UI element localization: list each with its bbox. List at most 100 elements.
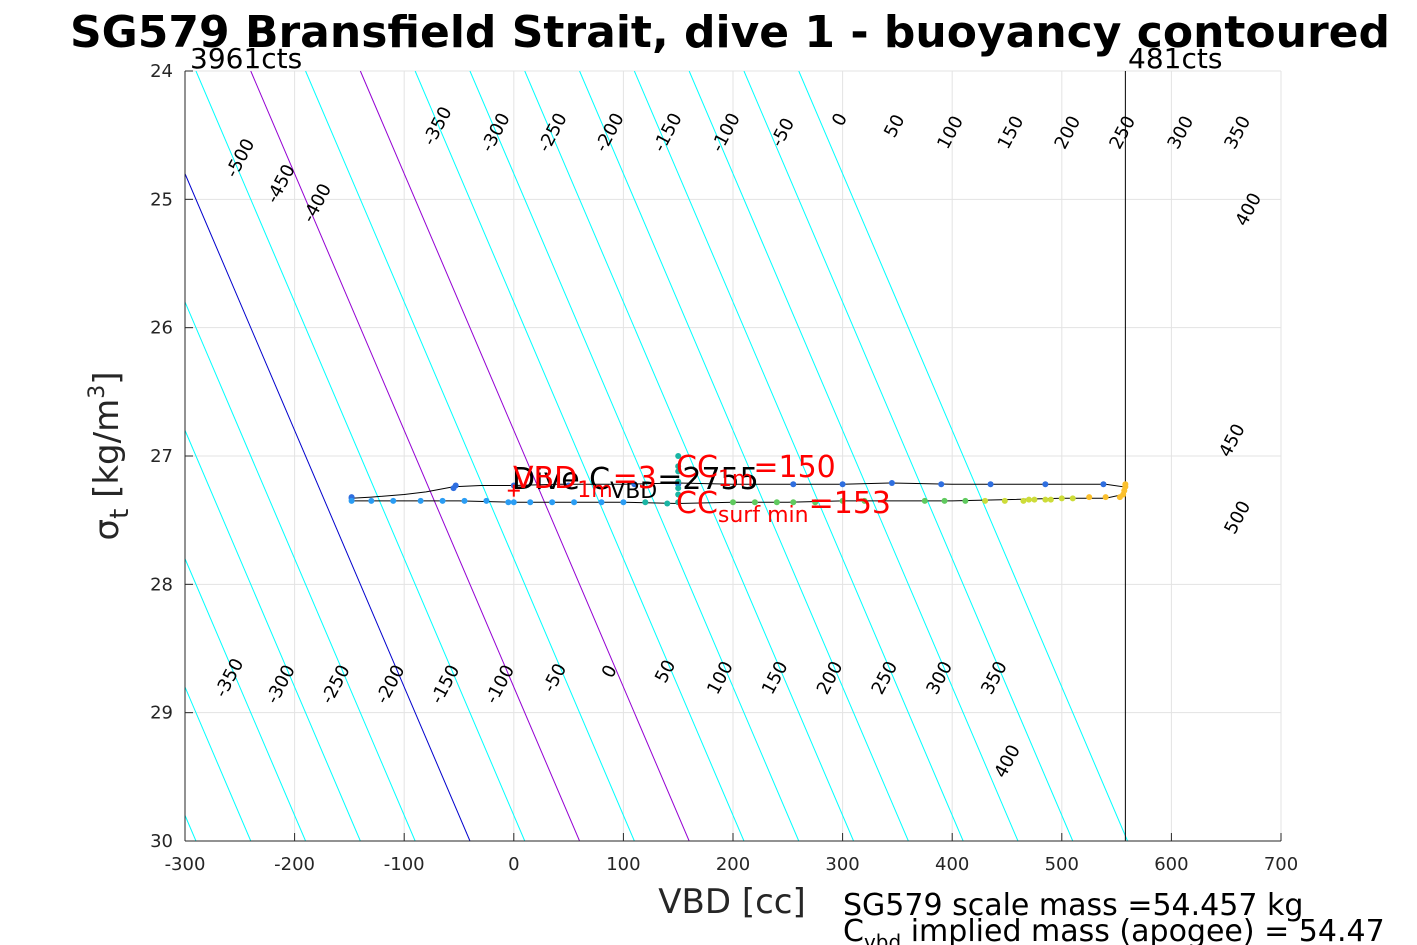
vbd-label: VBD	[513, 461, 577, 496]
down-point	[1102, 494, 1109, 501]
contour-line	[359, 71, 690, 841]
contour-line	[688, 71, 1019, 841]
svg-text:CCsurf min=153: CCsurf min=153	[676, 486, 891, 528]
y-tick-label: 26	[150, 318, 173, 339]
down-point	[861, 497, 868, 504]
down-point	[598, 499, 605, 506]
down-point	[368, 497, 375, 504]
cc-surf-annotation: CCsurf min=153	[676, 486, 891, 528]
dive-label: Dive C	[512, 462, 610, 497]
x-axis-label: VBD [cc]	[658, 882, 806, 922]
down-point	[1086, 494, 1093, 501]
down-point	[675, 485, 682, 492]
down-point	[790, 499, 797, 506]
implied-mass-rest: implied mass (apogee) = 54.47	[901, 914, 1385, 945]
y-tick-label: 29	[150, 703, 173, 724]
down-point	[348, 497, 355, 504]
implied-mass-sub: vbd	[864, 930, 901, 945]
y-axis-label-symbol: σ	[87, 519, 127, 541]
down-point	[675, 453, 682, 459]
cc-surf-value: =153	[809, 486, 891, 521]
contour-line	[250, 71, 581, 841]
contour-line	[0, 71, 32, 841]
y-axis-label-sup: 3	[85, 385, 110, 399]
cc-surf-label: CC	[676, 486, 718, 521]
grid-lines	[184, 70, 1282, 842]
down-point	[483, 497, 490, 504]
x-tick-label: 300	[825, 854, 859, 875]
up-point	[987, 481, 994, 488]
down-point	[812, 499, 819, 506]
cc-1m-annotation: CC1m=150	[676, 450, 836, 492]
down-point	[1042, 496, 1049, 503]
cc-value: =150	[753, 450, 835, 485]
down-point	[1122, 481, 1129, 488]
up-point	[452, 482, 459, 489]
contour-line	[195, 71, 526, 841]
cc-surf-sub: surf min	[718, 503, 809, 528]
down-point	[1020, 497, 1027, 504]
svg-text:VBD1m=3: VBD1m=3	[513, 461, 657, 503]
svg-text:σt [kg/m3]: σt [kg/m3]	[85, 372, 135, 541]
contour-line	[633, 71, 964, 841]
x-tick-label: 200	[716, 854, 750, 875]
up-point	[631, 481, 638, 488]
contour-line	[0, 71, 86, 841]
y-axis-label: σt [kg/m3]	[85, 372, 135, 541]
down-point	[642, 499, 649, 506]
y-axis-label-close: ]	[87, 372, 127, 385]
down-point	[1047, 496, 1054, 503]
down-point	[461, 497, 468, 504]
down-point	[941, 497, 948, 504]
x-tick-label: 0	[508, 854, 519, 875]
y-tick-label: 27	[150, 446, 173, 467]
x-tick-label: 100	[606, 854, 640, 875]
down-point	[675, 468, 682, 475]
axis-ticks: -300 -200 -100 0 100 200 300 400 500 600 700 24 25 26…	[150, 61, 1298, 875]
contour-line	[524, 71, 855, 841]
contour-line	[798, 71, 1129, 841]
buoyancy-contours	[0, 71, 1129, 841]
down-point	[1069, 495, 1076, 502]
cc-sub: 1m	[718, 467, 753, 492]
contour-line	[185, 172, 471, 841]
up-point	[839, 481, 846, 488]
dive-vbd-annotation: Dive CVBD =2755	[512, 462, 759, 504]
down-point	[962, 497, 969, 504]
x-tick-label: -100	[384, 854, 425, 875]
up-point	[1042, 481, 1049, 488]
y-axis-label-sub: t	[105, 509, 135, 519]
dive-value: =2755	[657, 462, 758, 497]
down-point	[675, 491, 682, 498]
contour-line	[414, 71, 745, 841]
down-point	[921, 497, 928, 504]
down-point	[1031, 496, 1038, 503]
vbd-1m-annotation: VBD1m=3	[513, 461, 657, 503]
x-tick-label: 500	[1045, 854, 1079, 875]
down-point	[664, 500, 671, 507]
down-point	[1025, 496, 1032, 503]
y-tick-label: 24	[150, 61, 173, 82]
up-point	[938, 481, 945, 488]
up-point	[888, 479, 895, 486]
down-point	[571, 499, 578, 506]
y-tick-label: 25	[150, 189, 173, 210]
y-tick-label: 28	[150, 574, 173, 595]
svg-text:CC1m=150: CC1m=150	[676, 450, 836, 492]
down-point	[439, 497, 446, 504]
up-point	[565, 482, 572, 489]
y-axis-label-units: [kg/m	[87, 399, 127, 498]
down-point	[730, 499, 736, 506]
implied-mass-text: Cvbd implied mass (apogee) = 54.47	[843, 914, 1385, 945]
counts-right-label: 481cts	[1128, 42, 1222, 75]
contour-line	[185, 685, 252, 841]
down-point	[510, 499, 517, 506]
x-tick-label: 700	[1264, 854, 1298, 875]
down-point	[839, 497, 846, 504]
down-point	[675, 478, 682, 485]
contour-line	[579, 71, 909, 841]
vbd-value: =3	[613, 461, 657, 496]
implied-mass-c: C	[843, 914, 864, 945]
down-point	[505, 499, 512, 506]
